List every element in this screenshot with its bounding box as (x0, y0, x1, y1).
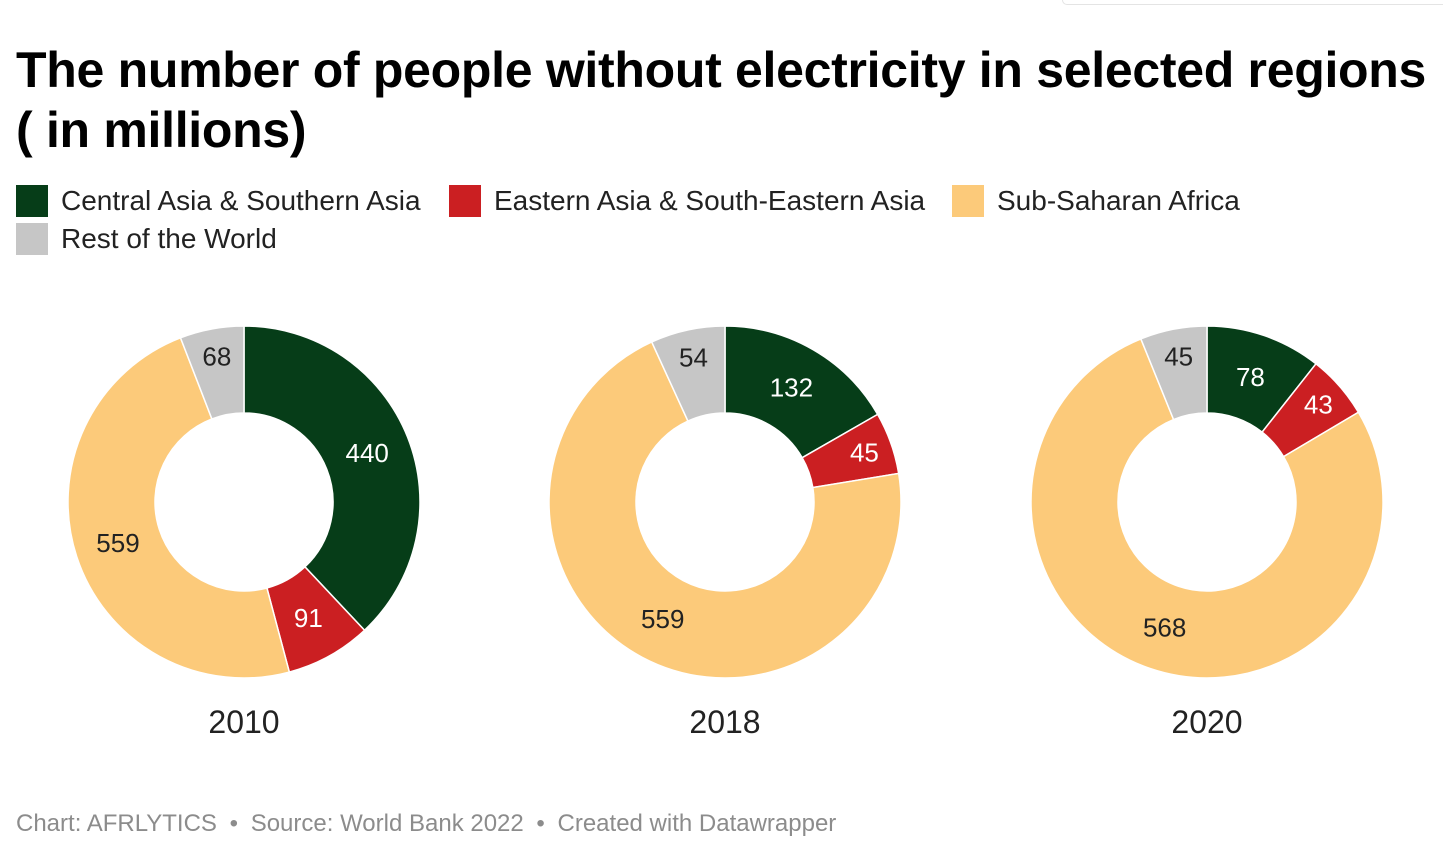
slice-value-label: 91 (294, 603, 323, 633)
legend-swatch (449, 185, 481, 217)
slice-value-label: 440 (345, 438, 388, 468)
legend-label: Eastern Asia & South-Eastern Asia (494, 185, 926, 216)
legend-label: Sub-Saharan Africa (997, 185, 1240, 216)
slice-value-label: 54 (679, 342, 708, 372)
slice-value-label: 45 (1164, 342, 1193, 372)
slice-rest-of-the-world (179, 325, 245, 420)
embed-tab-edge (1062, 0, 1443, 5)
slice-value-label: 43 (1304, 390, 1333, 420)
slice-sub-saharan-africa (1030, 337, 1384, 679)
slice-sub-saharan-africa (67, 336, 291, 679)
chart-footer: Chart: AFRLYTICS • Source: World Bank 20… (16, 810, 836, 838)
legend-label: Rest of the World (61, 223, 277, 254)
slice-rest-of-the-world (1139, 325, 1208, 421)
slice-value-label: 559 (641, 604, 684, 634)
donut-chart-2018: 132 45 559 54 2018 (548, 325, 902, 740)
footer-source: Source: World Bank 2022 (250, 810, 524, 837)
legend-label: Central Asia & Southern Asia (61, 185, 421, 216)
slice-value-label: 68 (202, 342, 231, 372)
legend-item-eastern-southeastern-asia: Eastern Asia & South-Eastern Asia (449, 182, 925, 220)
footer-separator: • (536, 810, 545, 837)
donut-chart-2020: 78 43 568 45 2020 (1030, 325, 1384, 740)
slice-value-label: 559 (96, 528, 139, 558)
legend-item-central-southern-asia: Central Asia & Southern Asia (16, 182, 421, 220)
donut-year-label: 2018 (689, 704, 760, 740)
chart-title: The number of people without electricity… (16, 42, 1427, 158)
legend-item-sub-saharan-africa: Sub-Saharan Africa (952, 182, 1240, 220)
legend-swatch (16, 223, 48, 255)
slice-value-label: 568 (1143, 613, 1186, 643)
slice-central-asia-and-southern-asia (724, 325, 879, 459)
legend-swatch (952, 185, 984, 217)
donut-year-label: 2010 (208, 704, 279, 740)
slice-value-label: 78 (1236, 362, 1265, 392)
donut-year-label: 2020 (1171, 704, 1242, 740)
donut-chart-2010: 440 91 559 68 2010 (67, 325, 421, 740)
legend-item-rest-of-world: Rest of the World (16, 220, 277, 258)
legend-swatch (16, 185, 48, 217)
footer-chart-credit: Chart: AFRLYTICS (16, 810, 217, 837)
slice-rest-of-the-world (650, 325, 726, 423)
footer-created-with: Created with Datawrapper (557, 810, 837, 837)
slice-central-asia-and-southern-asia (243, 325, 421, 632)
slice-sub-saharan-africa (548, 340, 902, 679)
slice-value-label: 132 (770, 372, 813, 402)
slice-value-label: 45 (850, 437, 879, 467)
footer-separator: • (229, 810, 239, 837)
